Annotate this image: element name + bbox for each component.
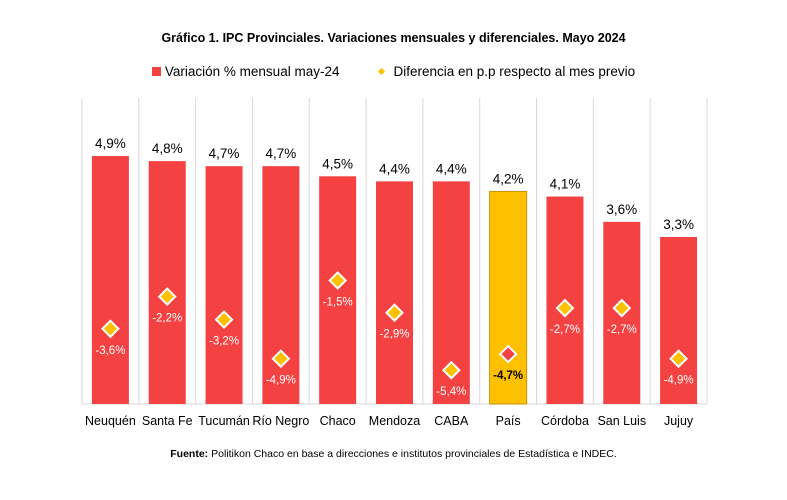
- bar-value-label: 4,4%: [379, 161, 410, 176]
- marker-diamond: [100, 319, 120, 339]
- bar-value-label: 4,4%: [436, 161, 467, 176]
- marker-diamond: [271, 349, 291, 369]
- bar-7: [489, 190, 528, 405]
- marker-value-label: -1,5%: [323, 297, 353, 309]
- bar-4: [319, 176, 357, 404]
- bar-value-label: 3,3%: [663, 217, 694, 232]
- bar-value-label: 3,6%: [606, 202, 637, 217]
- marker-diamond: [555, 298, 575, 318]
- category-tick-label: Jujuy: [664, 414, 694, 428]
- marker-diamond: [669, 349, 689, 369]
- marker-value-label: -2,9%: [379, 329, 409, 341]
- bar-value-label: 4,1%: [550, 177, 581, 192]
- bar-value-label: 4,7%: [265, 146, 296, 161]
- chart-title: Gráfico 1. IPC Provinciales. Variaciones…: [161, 31, 626, 45]
- marker-diamond: [441, 360, 461, 380]
- bar-value-label: 4,9%: [95, 136, 126, 151]
- category-tick-label: Chaco: [320, 414, 356, 428]
- legend-item-bar: Variación % mensual may-24: [151, 64, 340, 79]
- bar-value-label: 4,5%: [322, 156, 353, 171]
- marker-diamond: [612, 298, 632, 318]
- bar-value-label: 4,2%: [493, 171, 524, 186]
- marker-diamond: [214, 310, 234, 330]
- category-tick-label: CABA: [434, 414, 469, 428]
- source-note: Fuente: Politikon Chaco en base a direcc…: [0, 448, 787, 460]
- legend-bar-label: Variación % mensual may-24: [164, 64, 340, 79]
- marker-value-label: -2,7%: [550, 324, 580, 336]
- marker-value-label: -3,6%: [95, 345, 125, 357]
- legend-item-diamond: Diferencia en p.p respecto al mes previo: [378, 64, 636, 79]
- bar-3: [262, 166, 300, 404]
- category-tick-label: Mendoza: [369, 414, 420, 428]
- category-tick-label: País: [496, 414, 521, 428]
- marker-value-label: -2,2%: [152, 313, 182, 325]
- bar-2: [205, 166, 243, 404]
- source-prefix: Fuente:: [170, 448, 209, 460]
- legend: Variación % mensual may-24 Diferencia en…: [0, 64, 787, 79]
- marker-diamond: [498, 344, 518, 364]
- marker-value-label: -5,4%: [436, 386, 466, 398]
- category-tick-label: Río Negro: [252, 414, 309, 428]
- legend-diamond-label: Diferencia en p.p respecto al mes previo: [393, 64, 636, 79]
- marker-value-label: -4,9%: [664, 375, 694, 387]
- category-tick-label: San Luis: [597, 414, 646, 428]
- bar-10: [660, 237, 698, 404]
- category-tick-label: Neuquén: [85, 414, 136, 428]
- marker-value-label: -4,7%: [493, 370, 523, 382]
- legend-bar-swatch: [151, 67, 161, 76]
- category-tick-label: Córdoba: [541, 414, 589, 428]
- marker-diamond: [328, 271, 348, 290]
- marker-diamond: [385, 303, 404, 323]
- source-text: Politikon Chaco en base a direcciones e …: [211, 448, 617, 460]
- marker-diamond: [157, 287, 177, 307]
- marker-value-label: -3,2%: [209, 336, 239, 348]
- marker-value-label: -2,7%: [607, 324, 637, 336]
- marker-value-label: -4,9%: [266, 375, 296, 387]
- bar-5: [376, 181, 413, 404]
- category-tick-label: Santa Fe: [142, 414, 193, 428]
- bar-1: [148, 161, 186, 404]
- bar-value-label: 4,8%: [152, 141, 183, 156]
- category-tick-label: Tucumán: [198, 414, 250, 428]
- bar-0: [91, 156, 129, 404]
- bar-value-label: 4,7%: [209, 146, 240, 161]
